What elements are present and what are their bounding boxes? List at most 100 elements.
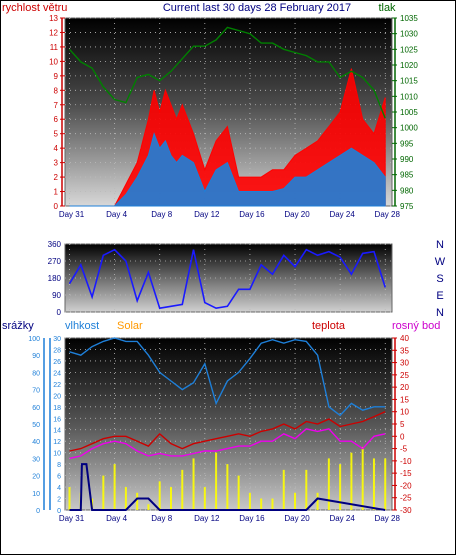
panel-3-humidity-tick-8: 80 — [32, 370, 40, 377]
panel-2-compass-label-0: N — [436, 239, 444, 251]
panel-3-Solar-bar-5 — [124, 487, 127, 510]
panel-3-rain-tick-5: 10 — [53, 451, 61, 458]
panel-3-humidity-tick-4: 40 — [32, 439, 40, 446]
panel-3-rain-tick-2: 4 — [57, 485, 61, 492]
panel-3-humidity-tick-9: 90 — [32, 353, 40, 360]
panel-1-right-axis-label: tlak — [378, 2, 396, 14]
panel-1-left-tick-0: 0 — [54, 202, 59, 211]
panel-1-x-tick-7: Day 28 — [375, 210, 401, 219]
panel-3-Solar-bar-9 — [169, 487, 172, 510]
panel-3-temp-tick-3: -15 — [400, 469, 412, 478]
panel-3-Solar-bar-20 — [294, 492, 297, 510]
panel-3-temp-tick-10: 20 — [400, 383, 409, 392]
panel-1-left-tick-2: 2 — [54, 173, 59, 182]
panel-2-compass-label-4: N — [436, 307, 444, 319]
panel-1-left-tick-10: 10 — [49, 57, 58, 66]
panel-1-x-tick-1: Day 4 — [106, 210, 127, 219]
panel-1-left-tick-8: 8 — [54, 86, 59, 95]
panel-3-humidity-tick-5: 50 — [32, 422, 40, 429]
panel-1-x-tick-6: Day 24 — [329, 210, 355, 219]
panel-3-temp-tick-9: 15 — [400, 395, 409, 404]
panel-3-temp-tick-8: 10 — [400, 408, 409, 417]
panel-1-series-tlak — [68, 26, 386, 119]
panel-1-x-tick-4: Day 16 — [239, 210, 265, 219]
panel-3-Solar-bar-6 — [136, 492, 139, 510]
panel-3-x-tick-0: Day 31 — [59, 514, 85, 523]
panel-3-Solar-bar-7 — [147, 504, 150, 510]
panel-3-Solar-bar-23 — [327, 458, 330, 510]
panel-1-right-tick-8: 1015 — [400, 77, 418, 86]
panel-2-compass-label-3: E — [436, 290, 443, 302]
panel-3-x-tick-2: Day 8 — [151, 514, 172, 523]
panel-2-left-tick-3: 270 — [48, 257, 62, 266]
panel-3-rain-tick-12: 24 — [53, 370, 61, 377]
panel-1-right-tick-10: 1025 — [400, 45, 418, 54]
panel-3-x-tick-1: Day 4 — [106, 514, 127, 523]
panel-3-temp-tick-12: 30 — [400, 359, 409, 368]
panel-3-temp-tick-2: -20 — [400, 481, 412, 490]
panel-3-rain-tick-6: 12 — [53, 439, 61, 446]
panel-1-right-tick-1: 980 — [400, 186, 414, 195]
panel-3-Solar-bar-22 — [316, 492, 319, 510]
panel-1-right-tick-0: 975 — [400, 202, 414, 211]
panel-3-Solar-bar-18 — [271, 498, 274, 510]
panel-3-rain-tick-3: 6 — [57, 474, 61, 481]
panel-3-temp-tick-6: 0 — [400, 432, 405, 441]
panel-3-Solar-bar-28 — [384, 458, 387, 510]
panel-1-left-tick-12: 12 — [49, 28, 58, 37]
panel-3-Solar-bar-8 — [158, 481, 161, 510]
panel-3-rain-tick-9: 18 — [53, 405, 61, 412]
panel-3-series-vlhkost — [69, 337, 386, 417]
panel-3-humidity-tick-10: 100 — [28, 336, 40, 343]
panel-1-x-tick-0: Day 31 — [59, 210, 85, 219]
panel-2-left-tick-2: 180 — [48, 274, 62, 283]
panel-1-left-tick-3: 3 — [54, 159, 59, 168]
panel-3-rain-tick-11: 22 — [53, 382, 61, 389]
panel-3-temp-tick-4: -10 — [400, 457, 412, 466]
panel-1-x-tick-5: Day 20 — [284, 210, 310, 219]
panel-1-right-tick-6: 1005 — [400, 108, 418, 117]
panel-1-left-tick-9: 9 — [54, 72, 59, 81]
panel-2-compass-label-2: S — [436, 273, 443, 285]
panel-3-temp-tick-13: 35 — [400, 346, 409, 355]
panel-1-left-tick-4: 4 — [54, 144, 59, 153]
panel-1-left-tick-11: 11 — [50, 43, 59, 52]
panel-3-rain-tick-15: 30 — [53, 336, 61, 343]
panel-3-series-teplota — [69, 411, 386, 452]
panel-2-left-tick-0: 0 — [57, 308, 62, 317]
panel-3-Solar-bar-24 — [339, 464, 342, 510]
panel-2-compass-label-1: W — [435, 256, 446, 268]
panel-3-Solar-bar-17 — [260, 498, 263, 510]
panel-3-humidity-tick-1: 10 — [32, 491, 40, 498]
panel-3-rain-tick-0: 0 — [57, 508, 61, 515]
panel-1-right-tick-3: 990 — [400, 155, 414, 164]
panel-3-Solar-bar-21 — [305, 469, 308, 510]
panel-3-temp-tick-11: 25 — [400, 371, 409, 380]
panel-3-humidity-tick-7: 70 — [32, 388, 40, 395]
panel-3-temp-tick-0: -30 — [400, 506, 412, 515]
panel-3-Solar-bar-10 — [181, 469, 184, 510]
panel-3-Solar-bar-4 — [113, 464, 116, 510]
panel-3-humidity-tick-0: 0 — [36, 508, 40, 515]
panel-2-background — [64, 243, 393, 313]
panel-3-Solar-bar-16 — [248, 492, 251, 510]
panel-3-series-rosný-bod — [69, 428, 386, 460]
panel-1-left-axis-label: rychlost větru — [2, 2, 67, 14]
panel-3-rain-tick-10: 20 — [53, 393, 61, 400]
panel-3-temp-tick-1: -25 — [400, 494, 412, 503]
panel-1-right-tick-12: 1035 — [400, 14, 418, 23]
panel-3-x-tick-6: Day 24 — [329, 514, 355, 523]
panel-3-humidity-label: vlhkost — [65, 320, 99, 332]
panel-1-left-tick-13: 13 — [49, 14, 58, 23]
panel-1-x-tick-3: Day 12 — [194, 210, 220, 219]
panel-3-x-tick-5: Day 20 — [284, 514, 310, 523]
panel-3-dewpoint-label: rosný bod — [392, 320, 440, 332]
panel-1-right-tick-4: 995 — [400, 139, 414, 148]
panel-3-Solar-bar-27 — [372, 458, 375, 510]
panel-1-right-tick-2: 985 — [400, 171, 414, 180]
panel-1-right-tick-9: 1020 — [400, 61, 418, 70]
panel-3-Solar-bar-11 — [192, 458, 195, 510]
panel-3-Solar-bar-0 — [68, 487, 71, 510]
panel-1-series-wind-avg-area — [69, 132, 386, 207]
